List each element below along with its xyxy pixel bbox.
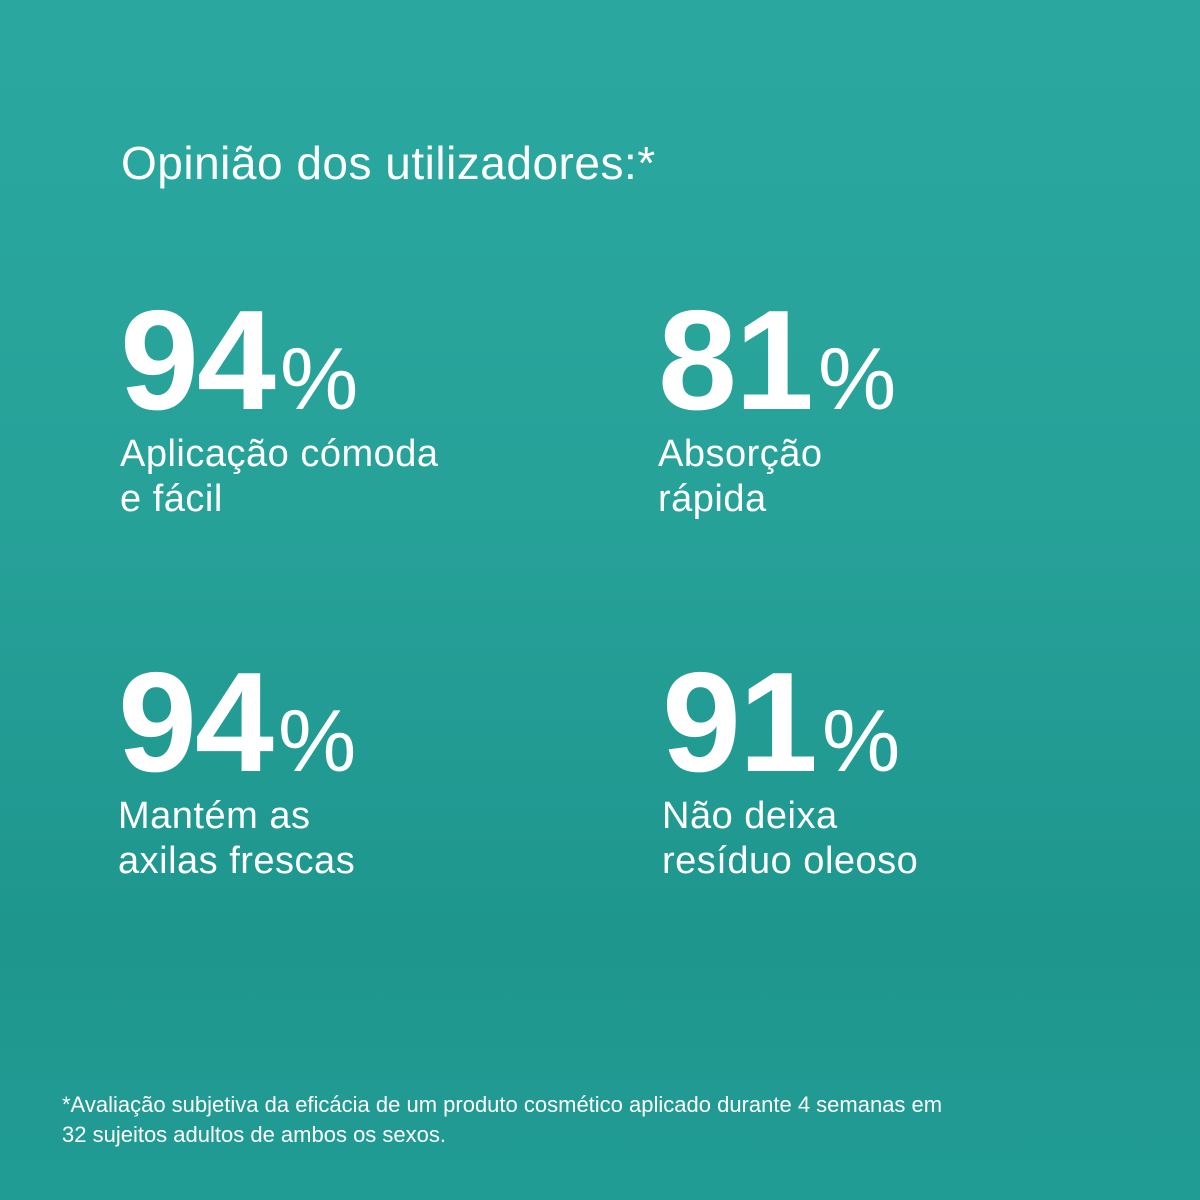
footnote: *Avaliação subjetiva da eficácia de um p… (62, 1090, 942, 1150)
stat-value: 94 (120, 281, 276, 440)
stat-label: Aplicação cómoda e fácil (120, 432, 620, 522)
stat-value: 94 (118, 643, 274, 802)
stat-unit: % (277, 691, 357, 790)
stat-label-line: Absorção (658, 433, 823, 475)
stat-label-line: Não deixa (662, 795, 838, 837)
stat-value: 81 (658, 281, 814, 440)
footnote-line: *Avaliação subjetiva da eficácia de um p… (62, 1092, 943, 1117)
stat: 94% Aplicação cómoda e fácil (120, 281, 620, 522)
stat-label: Não deixa resíduo oleoso (662, 794, 1162, 884)
title: Opinião dos utilizadores:* (121, 137, 656, 189)
stat-value: 91 (662, 643, 818, 802)
stat-label: Absorção rápida (658, 432, 1158, 522)
stat-unit: % (821, 691, 901, 790)
stat: 81% Absorção rápida (658, 281, 1158, 522)
footnote-line: 32 sujeitos adultos de ambos os sexos. (62, 1122, 447, 1147)
stat: 91% Não deixa resíduo oleoso (662, 643, 1162, 884)
stat-figure: 81% (658, 281, 1158, 440)
stat-label-line: e fácil (120, 478, 223, 520)
stat-label-line: rápida (658, 478, 767, 520)
stat-figure: 94% (120, 281, 620, 440)
stat-label-line: axilas frescas (118, 840, 356, 882)
stat: 94% Mantém as axilas frescas (118, 643, 618, 884)
stat-figure: 91% (662, 643, 1162, 802)
stat-label-line: Mantém as (118, 795, 311, 837)
stat-label: Mantém as axilas frescas (118, 794, 618, 884)
stat-unit: % (817, 329, 897, 428)
stat-figure: 94% (118, 643, 618, 802)
stat-unit: % (279, 329, 359, 428)
stat-label-line: resíduo oleoso (662, 840, 919, 882)
stat-label-line: Aplicação cómoda (120, 433, 439, 475)
